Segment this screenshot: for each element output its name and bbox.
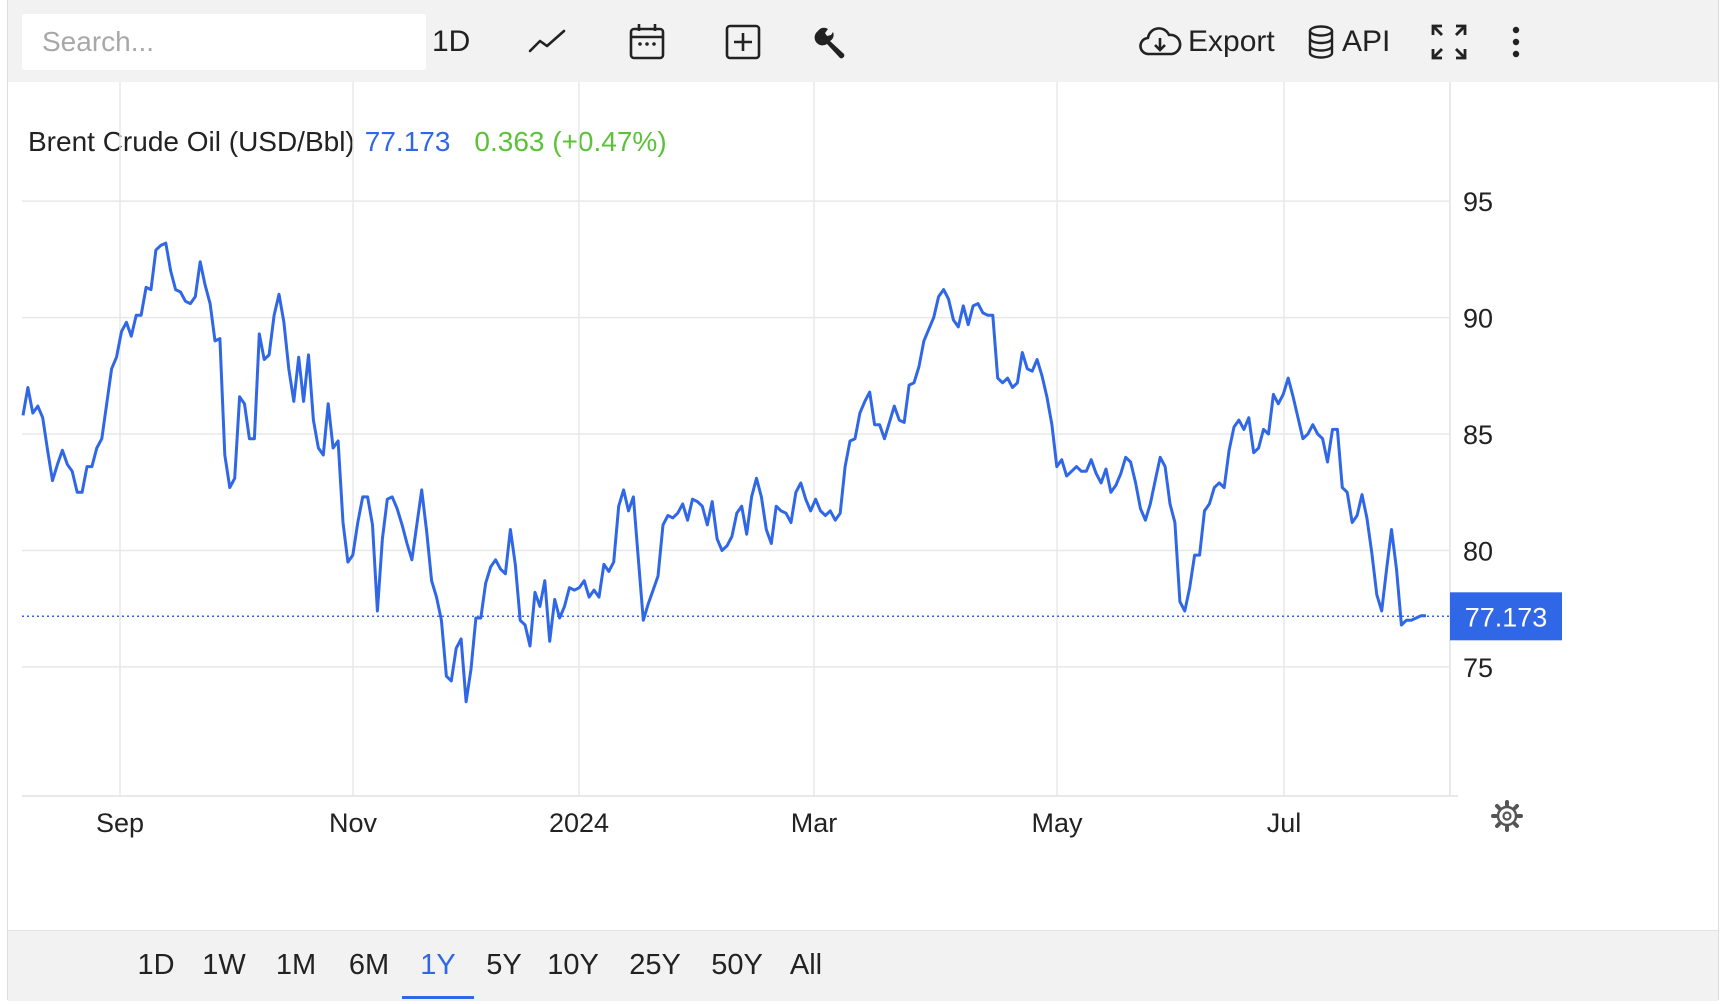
last-price-tag-label: 77.173 [1465, 602, 1548, 632]
x-tick-label: Sep [96, 808, 144, 838]
fullscreen-button[interactable] [1430, 18, 1468, 66]
chart-type-button[interactable] [528, 18, 566, 66]
range-button-1d[interactable]: 1D [137, 949, 175, 981]
y-tick-label: 95 [1463, 187, 1493, 217]
line-chart-icon [528, 27, 566, 57]
range-button-all[interactable]: All [789, 949, 823, 981]
api-label: API [1342, 25, 1391, 58]
settings-tool-button[interactable] [812, 18, 850, 66]
range-button-25y[interactable]: 25Y [629, 949, 681, 981]
instrument-header: Brent Crude Oil (USD/Bbl) 77.173 0.363 (+0… [28, 126, 677, 158]
y-tick-label: 75 [1463, 653, 1493, 683]
range-button-50y[interactable]: 50Y [711, 949, 763, 981]
x-tick-label: Jul [1267, 808, 1302, 838]
last-price-tag [1450, 592, 1562, 641]
range-button-6m[interactable]: 6M [348, 949, 390, 981]
chart-settings-button[interactable] [1491, 800, 1523, 832]
more-options-button[interactable] [1506, 18, 1526, 66]
date-range-button[interactable] [628, 18, 666, 66]
y-tick-label: 90 [1463, 304, 1493, 334]
export-button[interactable]: Export [1138, 18, 1275, 66]
cloud-download-icon [1138, 25, 1182, 59]
range-selector: 1D 1W 1M 6M 1Y 5Y 10Y 25Y 50Y All [8, 930, 1718, 1001]
api-button[interactable]: API [1306, 18, 1390, 66]
last-price: 77.173 [364, 126, 451, 157]
wrench-icon [812, 23, 850, 61]
range-button-1w[interactable]: 1W [202, 949, 246, 981]
range-button-1y[interactable]: 1Y [420, 949, 456, 981]
price-change: 0.363 (+0.47%) [474, 126, 667, 157]
x-tick-label: May [1031, 808, 1083, 838]
gridlines [22, 82, 1458, 797]
plus-box-icon [724, 23, 762, 61]
range-button-5y[interactable]: 5Y [486, 949, 522, 981]
x-axis: Sep Nov 2024 Mar May Jul [96, 808, 1301, 838]
database-icon [1306, 24, 1336, 60]
fullscreen-icon [1430, 23, 1468, 61]
x-tick-label: 2024 [549, 808, 609, 838]
y-tick-label: 85 [1463, 420, 1493, 450]
export-label: Export [1188, 25, 1275, 58]
price-chart[interactable]: 95 90 85 80 75 Sep Nov 2024 Mar May Jul 77.173 [8, 0, 1720, 930]
calendar-icon [628, 22, 666, 62]
add-indicator-button[interactable] [724, 18, 762, 66]
toolbar: 1D [8, 0, 1718, 82]
y-axis: 95 90 85 80 75 [1463, 187, 1493, 683]
interval-label: 1D [432, 25, 471, 58]
x-tick-label: Mar [791, 808, 838, 838]
range-button-1m[interactable]: 1M [275, 949, 317, 981]
y-tick-label: 80 [1463, 536, 1493, 566]
series-layer [21, 241, 1426, 704]
more-vertical-icon [1506, 23, 1526, 61]
range-button-10y[interactable]: 10Y [547, 949, 599, 981]
chart-widget: 1D [7, 0, 1720, 1001]
range-active-indicator [402, 996, 474, 999]
gear-icon [1491, 800, 1523, 832]
interval-button[interactable]: 1D [432, 18, 470, 66]
price-series-line [21, 241, 1426, 704]
x-tick-label: Nov [329, 808, 378, 838]
instrument-name: Brent Crude Oil (USD/Bbl) [28, 126, 355, 157]
search-input[interactable] [22, 14, 426, 70]
last-price-marker: 77.173 [22, 592, 1562, 641]
